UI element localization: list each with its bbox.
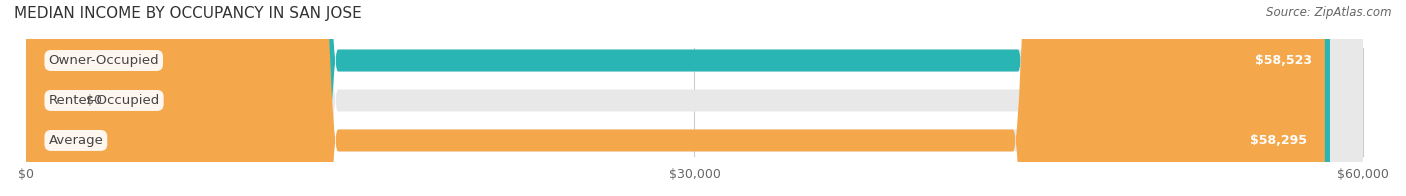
- FancyBboxPatch shape: [27, 0, 1362, 196]
- Text: $58,295: $58,295: [1250, 134, 1308, 147]
- FancyBboxPatch shape: [27, 0, 59, 196]
- Text: Renter-Occupied: Renter-Occupied: [48, 94, 160, 107]
- FancyBboxPatch shape: [27, 0, 1362, 196]
- Text: $58,523: $58,523: [1256, 54, 1312, 67]
- FancyBboxPatch shape: [27, 0, 1324, 196]
- Text: Owner-Occupied: Owner-Occupied: [48, 54, 159, 67]
- Text: $0: $0: [86, 94, 103, 107]
- Text: MEDIAN INCOME BY OCCUPANCY IN SAN JOSE: MEDIAN INCOME BY OCCUPANCY IN SAN JOSE: [14, 6, 361, 21]
- FancyBboxPatch shape: [27, 0, 1330, 196]
- Text: Average: Average: [48, 134, 103, 147]
- FancyBboxPatch shape: [27, 0, 1362, 196]
- Text: Source: ZipAtlas.com: Source: ZipAtlas.com: [1267, 6, 1392, 19]
